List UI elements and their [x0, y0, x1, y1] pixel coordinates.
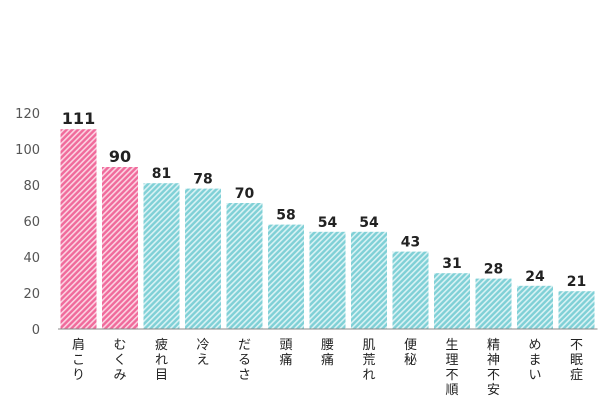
data-label: 58: [276, 208, 295, 224]
y-tick-label: 80: [23, 179, 40, 194]
y-tick-label: 100: [15, 143, 40, 158]
data-label: 81: [152, 166, 171, 182]
category-label: 頭痛: [279, 338, 292, 368]
y-tick-label: 60: [23, 215, 40, 230]
category-label: 肩こり: [72, 337, 85, 383]
category-label: 生理不順: [445, 338, 458, 398]
y-tick-label: 0: [32, 323, 40, 338]
category-label: むくみ: [113, 338, 126, 383]
bar: [475, 278, 512, 329]
bar: [143, 183, 180, 329]
category-label: めまい: [528, 338, 541, 383]
bar: [558, 291, 595, 329]
category-label: 不眠症: [570, 338, 583, 383]
bar: [517, 285, 553, 329]
data-label: 78: [193, 172, 212, 188]
data-label: 43: [401, 235, 420, 251]
data-label: 111: [62, 109, 95, 128]
data-label: 24: [525, 269, 545, 285]
bar: [226, 203, 263, 329]
data-label: 90: [109, 147, 131, 166]
y-axis: 0 20 40 60 80 100 120: [15, 107, 40, 338]
bar: [434, 273, 470, 329]
data-label: 21: [567, 274, 586, 290]
data-label: 54: [359, 215, 379, 231]
data-label: 28: [484, 262, 503, 278]
y-tick-label: 20: [23, 287, 40, 302]
category-label: 肌荒れ: [362, 338, 375, 383]
y-tick-label: 40: [23, 251, 40, 266]
category-label: だるさ: [238, 338, 251, 383]
data-label: 70: [235, 186, 255, 202]
category-label: 精神不安: [487, 338, 500, 398]
bar: [309, 231, 346, 329]
bar: [392, 251, 429, 329]
category-label: 疲れ目: [155, 337, 168, 383]
bar: [268, 224, 304, 329]
category-label: 冷え: [196, 338, 209, 368]
category-label: 便秘: [404, 338, 417, 368]
bar: [185, 188, 221, 329]
data-label: 54: [318, 215, 338, 231]
category-label: 腰痛: [321, 338, 334, 368]
bar: [351, 231, 387, 329]
bar: [102, 167, 138, 329]
value-labels: 111 90 81 78 70 58 54 54 43 31 28 24 21: [62, 109, 586, 290]
y-tick-label: 120: [15, 107, 40, 122]
bars: [60, 129, 595, 329]
data-label: 31: [442, 256, 461, 272]
bar: [60, 129, 97, 329]
